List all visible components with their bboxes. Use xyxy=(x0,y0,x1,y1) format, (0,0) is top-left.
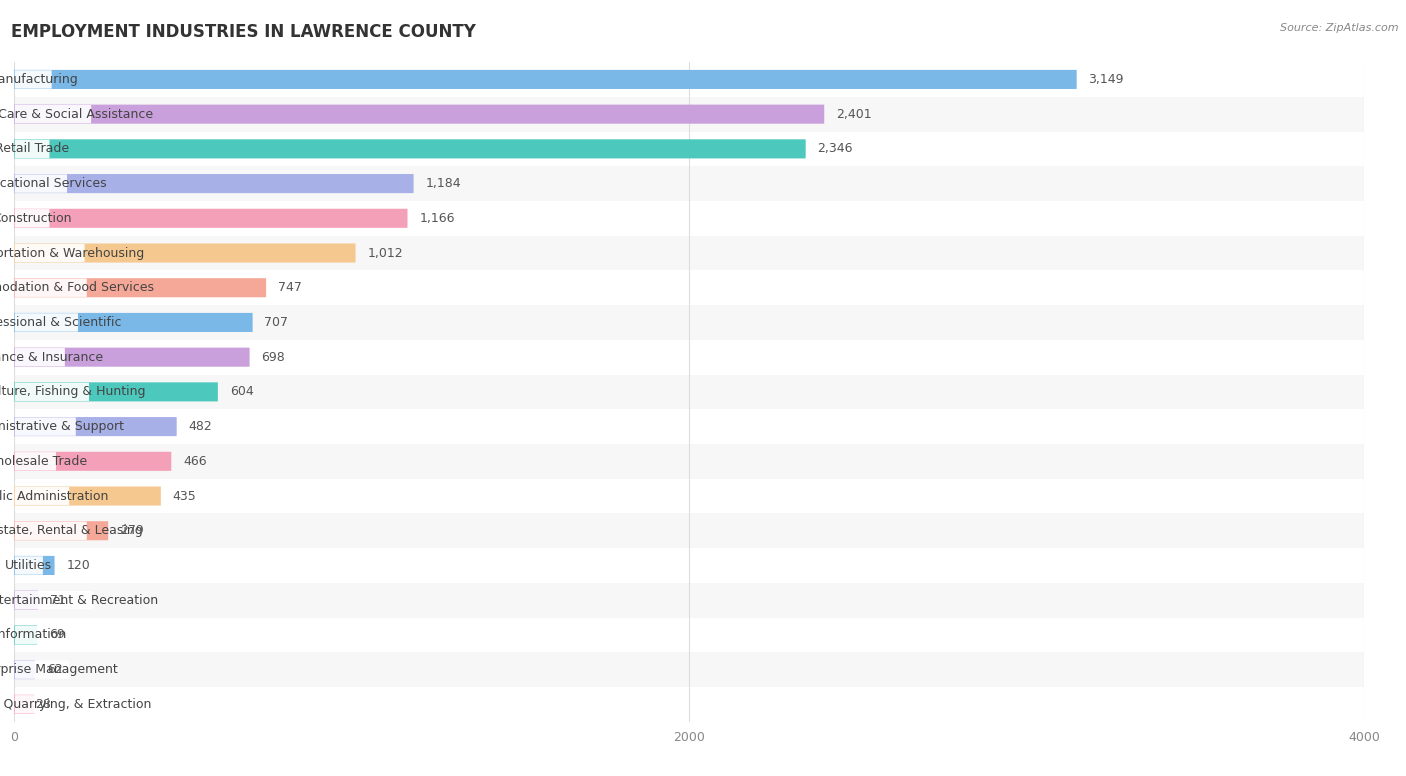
FancyBboxPatch shape xyxy=(14,313,253,332)
Bar xyxy=(14,653,1364,687)
Bar xyxy=(14,166,1364,201)
FancyBboxPatch shape xyxy=(14,625,48,644)
Text: Educational Services: Educational Services xyxy=(0,177,107,190)
Bar xyxy=(14,270,1364,305)
Text: Health Care & Social Assistance: Health Care & Social Assistance xyxy=(0,108,153,120)
Text: Professional & Scientific: Professional & Scientific xyxy=(0,316,122,329)
Text: 279: 279 xyxy=(120,525,143,537)
FancyBboxPatch shape xyxy=(14,209,408,228)
FancyBboxPatch shape xyxy=(14,314,77,331)
FancyBboxPatch shape xyxy=(14,278,266,297)
Text: Real Estate, Rental & Leasing: Real Estate, Rental & Leasing xyxy=(0,525,143,537)
Text: Arts, Entertainment & Recreation: Arts, Entertainment & Recreation xyxy=(0,594,157,607)
FancyBboxPatch shape xyxy=(14,105,824,123)
Text: 698: 698 xyxy=(262,351,285,364)
FancyBboxPatch shape xyxy=(14,695,34,714)
Bar xyxy=(14,97,1364,131)
Text: 707: 707 xyxy=(264,316,288,329)
Text: Agriculture, Fishing & Hunting: Agriculture, Fishing & Hunting xyxy=(0,386,146,398)
FancyBboxPatch shape xyxy=(14,487,160,506)
Text: Wholesale Trade: Wholesale Trade xyxy=(0,455,87,468)
Bar xyxy=(14,236,1364,270)
FancyBboxPatch shape xyxy=(14,140,49,158)
Text: Retail Trade: Retail Trade xyxy=(0,142,69,155)
FancyBboxPatch shape xyxy=(14,140,806,158)
Text: 604: 604 xyxy=(229,386,253,398)
FancyBboxPatch shape xyxy=(14,417,177,436)
FancyBboxPatch shape xyxy=(14,591,93,609)
Text: Construction: Construction xyxy=(0,212,72,225)
Text: 1,012: 1,012 xyxy=(367,247,404,259)
FancyBboxPatch shape xyxy=(14,660,35,679)
Text: 747: 747 xyxy=(278,281,302,294)
Text: 62: 62 xyxy=(46,663,62,676)
FancyBboxPatch shape xyxy=(14,660,69,679)
Text: EMPLOYMENT INDUSTRIES IN LAWRENCE COUNTY: EMPLOYMENT INDUSTRIES IN LAWRENCE COUNTY xyxy=(11,23,477,41)
FancyBboxPatch shape xyxy=(14,348,65,366)
Bar xyxy=(14,444,1364,479)
Text: 482: 482 xyxy=(188,420,212,433)
Text: Source: ZipAtlas.com: Source: ZipAtlas.com xyxy=(1281,23,1399,33)
Text: 2,401: 2,401 xyxy=(837,108,872,120)
FancyBboxPatch shape xyxy=(14,417,76,436)
Text: Accommodation & Food Services: Accommodation & Food Services xyxy=(0,281,153,294)
FancyBboxPatch shape xyxy=(14,175,67,192)
Text: 466: 466 xyxy=(183,455,207,468)
Text: Enterprise Management: Enterprise Management xyxy=(0,663,117,676)
Text: 435: 435 xyxy=(173,490,197,503)
FancyBboxPatch shape xyxy=(14,174,413,193)
Bar xyxy=(14,201,1364,236)
Text: 1,166: 1,166 xyxy=(419,212,454,225)
Text: Finance & Insurance: Finance & Insurance xyxy=(0,351,104,364)
FancyBboxPatch shape xyxy=(14,279,87,297)
Text: Manufacturing: Manufacturing xyxy=(0,73,79,86)
FancyBboxPatch shape xyxy=(14,209,49,227)
Bar xyxy=(14,409,1364,444)
Bar xyxy=(14,514,1364,548)
Text: Administrative & Support: Administrative & Support xyxy=(0,420,124,433)
Bar xyxy=(14,479,1364,514)
Text: Information: Information xyxy=(0,629,67,642)
FancyBboxPatch shape xyxy=(14,71,52,88)
FancyBboxPatch shape xyxy=(14,556,55,575)
FancyBboxPatch shape xyxy=(14,556,44,575)
FancyBboxPatch shape xyxy=(14,383,89,401)
Bar xyxy=(14,548,1364,583)
Text: 1,184: 1,184 xyxy=(426,177,461,190)
Bar xyxy=(14,583,1364,618)
Text: 28: 28 xyxy=(35,698,51,711)
FancyBboxPatch shape xyxy=(14,625,38,644)
Text: Mining, Quarrying, & Extraction: Mining, Quarrying, & Extraction xyxy=(0,698,152,711)
FancyBboxPatch shape xyxy=(14,521,87,540)
Text: Utilities: Utilities xyxy=(6,559,52,572)
FancyBboxPatch shape xyxy=(14,591,38,610)
Text: 71: 71 xyxy=(49,594,66,607)
FancyBboxPatch shape xyxy=(14,452,172,471)
Text: 120: 120 xyxy=(66,559,90,572)
FancyBboxPatch shape xyxy=(14,70,1077,89)
FancyBboxPatch shape xyxy=(14,695,91,713)
Text: 3,149: 3,149 xyxy=(1088,73,1123,86)
Bar xyxy=(14,340,1364,375)
Bar xyxy=(14,687,1364,722)
Bar xyxy=(14,618,1364,653)
Text: Transportation & Warehousing: Transportation & Warehousing xyxy=(0,247,145,259)
Bar xyxy=(14,131,1364,166)
FancyBboxPatch shape xyxy=(14,244,84,262)
FancyBboxPatch shape xyxy=(14,452,56,470)
Text: 69: 69 xyxy=(49,629,65,642)
FancyBboxPatch shape xyxy=(14,348,250,367)
Bar xyxy=(14,305,1364,340)
FancyBboxPatch shape xyxy=(14,521,108,540)
Bar xyxy=(14,375,1364,409)
FancyBboxPatch shape xyxy=(14,244,356,262)
Text: 2,346: 2,346 xyxy=(817,142,853,155)
FancyBboxPatch shape xyxy=(14,105,91,123)
Bar xyxy=(14,62,1364,97)
Text: Public Administration: Public Administration xyxy=(0,490,108,503)
FancyBboxPatch shape xyxy=(14,383,218,401)
FancyBboxPatch shape xyxy=(14,487,69,505)
